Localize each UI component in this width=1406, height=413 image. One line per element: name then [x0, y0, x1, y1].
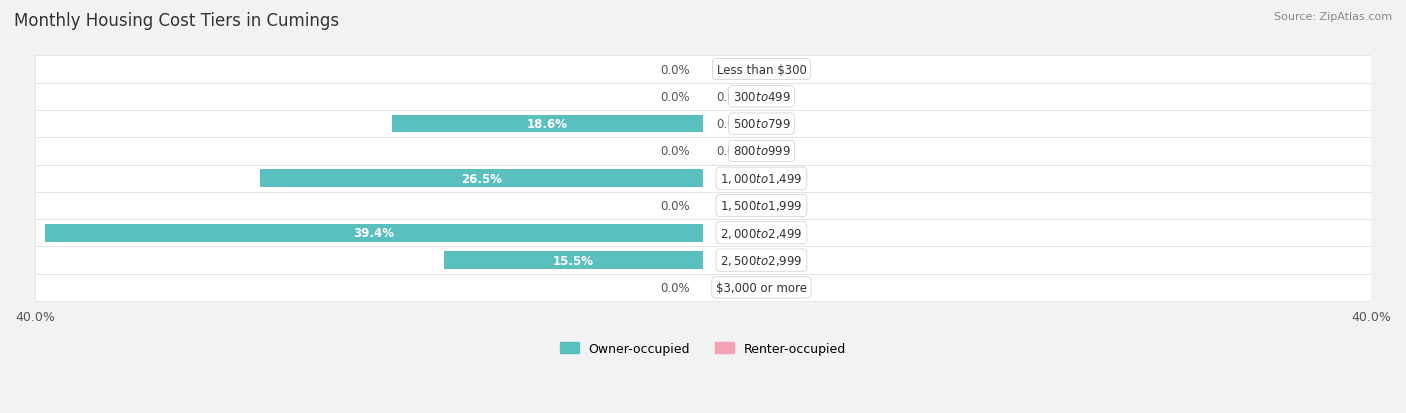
- Text: 0.0%: 0.0%: [717, 281, 747, 294]
- Bar: [392, 116, 703, 133]
- Text: 0.0%: 0.0%: [717, 145, 747, 158]
- Text: 0.0%: 0.0%: [717, 227, 747, 240]
- Bar: [35, 220, 1371, 247]
- Text: $1,500 to $1,999: $1,500 to $1,999: [720, 199, 803, 213]
- Text: 0.0%: 0.0%: [659, 90, 689, 104]
- Text: 0.0%: 0.0%: [659, 63, 689, 76]
- Text: Source: ZipAtlas.com: Source: ZipAtlas.com: [1274, 12, 1392, 22]
- Bar: [45, 224, 703, 242]
- Bar: [35, 111, 1371, 138]
- Text: 0.0%: 0.0%: [659, 281, 689, 294]
- Text: 0.0%: 0.0%: [717, 172, 747, 185]
- Text: 15.5%: 15.5%: [553, 254, 595, 267]
- Text: $300 to $499: $300 to $499: [733, 90, 790, 104]
- Text: 18.6%: 18.6%: [527, 118, 568, 131]
- Text: $1,000 to $1,499: $1,000 to $1,499: [720, 172, 803, 186]
- Text: Less than $300: Less than $300: [717, 63, 807, 76]
- Text: $800 to $999: $800 to $999: [733, 145, 790, 158]
- Text: $3,000 or more: $3,000 or more: [716, 281, 807, 294]
- Text: Monthly Housing Cost Tiers in Cumings: Monthly Housing Cost Tiers in Cumings: [14, 12, 339, 30]
- Text: 0.0%: 0.0%: [717, 90, 747, 104]
- Text: 26.5%: 26.5%: [461, 172, 502, 185]
- Bar: [35, 192, 1371, 220]
- Text: 0.0%: 0.0%: [717, 199, 747, 212]
- Bar: [260, 170, 703, 188]
- Text: $500 to $799: $500 to $799: [733, 118, 790, 131]
- Text: 0.0%: 0.0%: [717, 118, 747, 131]
- Text: 0.0%: 0.0%: [659, 199, 689, 212]
- Legend: Owner-occupied, Renter-occupied: Owner-occupied, Renter-occupied: [560, 342, 846, 355]
- Bar: [35, 56, 1371, 83]
- Text: 39.4%: 39.4%: [353, 227, 395, 240]
- Bar: [35, 165, 1371, 192]
- Bar: [35, 247, 1371, 274]
- Text: 0.0%: 0.0%: [717, 63, 747, 76]
- Text: 0.0%: 0.0%: [717, 254, 747, 267]
- Bar: [35, 83, 1371, 111]
- Text: 0.0%: 0.0%: [659, 145, 689, 158]
- Bar: [35, 138, 1371, 165]
- Text: $2,500 to $2,999: $2,500 to $2,999: [720, 254, 803, 268]
- Text: $2,000 to $2,499: $2,000 to $2,499: [720, 226, 803, 240]
- Bar: [444, 252, 703, 269]
- Bar: [35, 274, 1371, 301]
